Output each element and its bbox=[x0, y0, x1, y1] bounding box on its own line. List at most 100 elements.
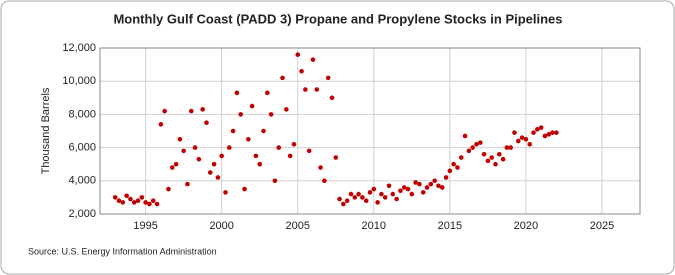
data-point bbox=[139, 195, 145, 200]
data-point bbox=[303, 87, 308, 92]
data-point bbox=[447, 168, 453, 174]
data-point bbox=[268, 112, 274, 117]
data-point bbox=[287, 153, 293, 159]
data-point bbox=[318, 165, 323, 170]
data-point bbox=[436, 183, 441, 189]
data-point bbox=[280, 75, 285, 81]
data-point bbox=[348, 191, 354, 197]
data-point bbox=[535, 127, 540, 132]
data-point bbox=[181, 148, 186, 154]
x-tick-label: 2020 bbox=[514, 220, 538, 232]
data-point bbox=[451, 161, 456, 167]
data-point bbox=[527, 141, 533, 147]
data-point bbox=[493, 161, 498, 167]
data-point bbox=[531, 130, 536, 135]
data-point bbox=[367, 190, 373, 195]
data-point bbox=[519, 135, 525, 140]
data-point bbox=[458, 155, 464, 160]
data-point bbox=[261, 128, 266, 134]
data-point bbox=[112, 195, 118, 200]
data-point bbox=[455, 165, 460, 170]
data-point bbox=[333, 155, 339, 160]
data-point bbox=[371, 186, 377, 192]
data-point bbox=[470, 145, 475, 150]
plot-area bbox=[99, 47, 641, 215]
data-point bbox=[379, 191, 384, 197]
data-point bbox=[398, 188, 403, 194]
data-point bbox=[284, 107, 289, 112]
data-point bbox=[272, 178, 278, 184]
data-point bbox=[185, 181, 190, 187]
data-point bbox=[211, 161, 217, 167]
data-point bbox=[481, 151, 487, 157]
data-point bbox=[538, 125, 544, 130]
data-point bbox=[265, 90, 270, 96]
data-point bbox=[154, 201, 160, 207]
data-point bbox=[242, 186, 247, 192]
data-point bbox=[489, 155, 494, 160]
chart-title: Monthly Gulf Coast (PADD 3) Propane and … bbox=[113, 11, 562, 26]
data-point bbox=[128, 196, 133, 202]
data-point bbox=[382, 195, 388, 200]
data-point bbox=[466, 148, 472, 154]
x-tick-label: 2025 bbox=[590, 220, 614, 232]
data-point bbox=[276, 145, 282, 150]
data-point bbox=[504, 145, 510, 150]
data-point bbox=[500, 156, 506, 162]
data-point bbox=[135, 198, 141, 204]
y-tick-label: 12,000 bbox=[62, 42, 96, 54]
data-point bbox=[542, 133, 548, 139]
data-point bbox=[329, 95, 335, 101]
data-point bbox=[405, 186, 411, 192]
data-point bbox=[496, 151, 502, 157]
data-point bbox=[188, 108, 194, 114]
data-point bbox=[173, 161, 179, 167]
data-point bbox=[169, 165, 175, 170]
data-point bbox=[352, 195, 358, 200]
y-tick-label: 2,000 bbox=[68, 208, 96, 220]
data-point bbox=[508, 145, 514, 150]
data-point bbox=[150, 198, 156, 204]
data-point bbox=[462, 133, 468, 139]
data-point bbox=[550, 130, 555, 135]
data-point bbox=[314, 87, 320, 92]
data-point bbox=[477, 140, 483, 145]
data-point bbox=[192, 145, 198, 150]
data-point bbox=[246, 137, 251, 142]
data-point bbox=[200, 107, 205, 112]
data-point bbox=[390, 191, 396, 197]
x-tick-label: 1995 bbox=[133, 220, 157, 232]
data-point bbox=[226, 145, 232, 150]
y-axis-label: Thousand Barrels bbox=[40, 87, 52, 174]
data-point bbox=[439, 185, 445, 190]
data-point bbox=[417, 181, 422, 187]
data-point bbox=[204, 120, 209, 125]
data-point bbox=[523, 137, 529, 142]
data-point bbox=[131, 200, 137, 205]
data-point bbox=[306, 148, 312, 154]
data-point bbox=[116, 198, 122, 204]
data-point bbox=[234, 90, 240, 96]
data-point bbox=[375, 200, 380, 205]
data-point bbox=[512, 130, 517, 135]
data-point bbox=[162, 108, 167, 114]
data-point bbox=[360, 195, 365, 200]
data-point bbox=[291, 141, 297, 147]
data-point bbox=[253, 153, 259, 159]
data-point bbox=[485, 158, 491, 164]
data-point bbox=[546, 132, 552, 137]
data-point bbox=[474, 141, 479, 147]
source-note: Source: U.S. Energy Information Administ… bbox=[28, 246, 217, 256]
data-point bbox=[443, 175, 449, 180]
data-point bbox=[196, 156, 202, 162]
data-point bbox=[147, 201, 152, 207]
data-point bbox=[124, 193, 129, 199]
data-point bbox=[337, 196, 342, 202]
x-tick-label: 2010 bbox=[362, 220, 386, 232]
data-point bbox=[428, 181, 434, 187]
data-point bbox=[420, 190, 426, 195]
data-point bbox=[215, 175, 221, 180]
data-point bbox=[219, 153, 224, 159]
